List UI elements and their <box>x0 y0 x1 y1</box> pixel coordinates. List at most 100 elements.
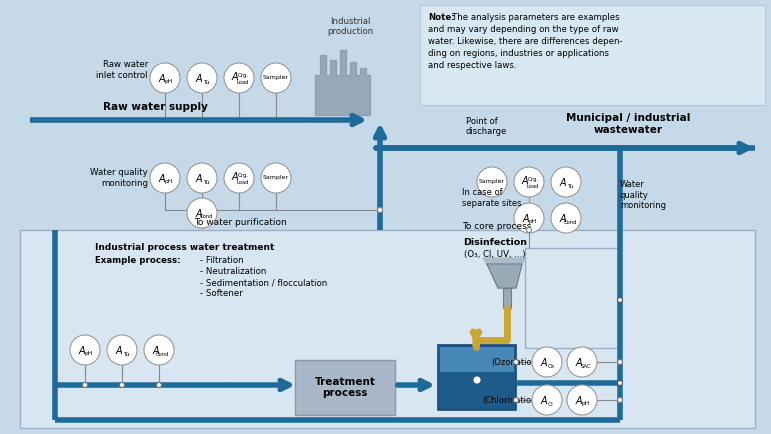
Text: Disinfection: Disinfection <box>463 238 527 247</box>
Text: A: A <box>196 209 202 219</box>
Text: Point of
discharge: Point of discharge <box>466 117 507 136</box>
Text: Raw water supply: Raw water supply <box>103 102 207 112</box>
Text: Cond: Cond <box>564 220 577 224</box>
Text: - Neutralization: - Neutralization <box>200 267 266 276</box>
Text: To core process: To core process <box>462 222 531 231</box>
FancyBboxPatch shape <box>525 248 620 348</box>
Circle shape <box>618 381 622 385</box>
Text: A: A <box>576 396 582 406</box>
Circle shape <box>527 227 531 233</box>
FancyBboxPatch shape <box>295 360 395 415</box>
Text: A: A <box>560 214 567 224</box>
Text: Industrial process water treatment: Industrial process water treatment <box>95 243 274 252</box>
Circle shape <box>70 335 100 365</box>
Text: pH: pH <box>85 352 93 356</box>
Circle shape <box>514 203 544 233</box>
Circle shape <box>567 347 597 377</box>
FancyBboxPatch shape <box>20 230 755 428</box>
Text: Tu: Tu <box>567 184 573 188</box>
Text: Cond: Cond <box>199 214 213 220</box>
Circle shape <box>261 63 291 93</box>
Text: Water
quality
monitoring: Water quality monitoring <box>620 180 666 210</box>
Circle shape <box>187 63 217 93</box>
Bar <box>440 347 514 372</box>
Text: pH: pH <box>582 401 590 407</box>
Text: Sampler: Sampler <box>479 180 505 184</box>
Text: Raw water
inlet control: Raw water inlet control <box>96 60 148 80</box>
Circle shape <box>120 382 124 388</box>
Circle shape <box>618 359 622 365</box>
Text: - Sedimentation / flocculation: - Sedimentation / flocculation <box>200 278 327 287</box>
Text: A: A <box>232 172 238 182</box>
Circle shape <box>513 359 519 365</box>
Polygon shape <box>487 264 522 288</box>
Text: Load: Load <box>237 79 249 85</box>
Text: A: A <box>540 358 547 368</box>
Text: Treatment
process: Treatment process <box>315 377 375 398</box>
Circle shape <box>82 382 87 388</box>
Circle shape <box>532 385 562 415</box>
Circle shape <box>261 163 291 193</box>
Text: Tu: Tu <box>203 180 209 184</box>
Text: Sampler: Sampler <box>263 175 289 181</box>
Text: and respective laws.: and respective laws. <box>428 61 517 70</box>
Text: (Ozonation): (Ozonation) <box>491 358 540 366</box>
Text: - Filtration: - Filtration <box>200 256 244 265</box>
Text: Water quality
monitoring: Water quality monitoring <box>90 168 148 187</box>
Text: SAC: SAC <box>581 364 591 368</box>
Circle shape <box>514 167 544 197</box>
Text: Example process:: Example process: <box>95 256 180 265</box>
Circle shape <box>551 203 581 233</box>
Text: A: A <box>560 178 567 188</box>
Text: pH: pH <box>165 79 173 85</box>
Circle shape <box>150 163 180 193</box>
Text: In case of
separate sites: In case of separate sites <box>462 188 521 208</box>
Circle shape <box>474 377 480 383</box>
Circle shape <box>144 335 174 365</box>
Text: A: A <box>232 72 238 82</box>
Circle shape <box>187 163 217 193</box>
Polygon shape <box>483 258 526 264</box>
Text: The analysis parameters are examples: The analysis parameters are examples <box>452 13 620 22</box>
Bar <box>438 345 516 410</box>
Text: A: A <box>523 214 530 224</box>
Text: Cond: Cond <box>157 352 170 356</box>
Circle shape <box>477 167 507 197</box>
Circle shape <box>551 167 581 197</box>
Circle shape <box>224 63 254 93</box>
Circle shape <box>532 347 562 377</box>
Text: Municipal / industrial
wastewater: Municipal / industrial wastewater <box>566 113 690 135</box>
Text: Org.: Org. <box>527 178 539 183</box>
Text: A: A <box>196 74 202 84</box>
Text: A: A <box>116 346 123 356</box>
Text: ding on regions, industries or applications: ding on regions, industries or applicati… <box>428 49 609 58</box>
Text: (Chlorination): (Chlorination) <box>482 395 540 404</box>
Text: (O₃, Cl, UV, ...): (O₃, Cl, UV, ...) <box>464 250 526 259</box>
Text: A: A <box>540 396 547 406</box>
Text: water. Likewise, there are differences depen-: water. Likewise, there are differences d… <box>428 37 623 46</box>
Text: Org.: Org. <box>237 174 248 178</box>
Text: To water purification: To water purification <box>194 218 286 227</box>
Text: A: A <box>159 74 165 84</box>
Text: A: A <box>196 174 202 184</box>
Text: Industrial
production: Industrial production <box>327 17 373 36</box>
Circle shape <box>150 63 180 93</box>
Text: Sampler: Sampler <box>263 76 289 80</box>
Text: Cl: Cl <box>548 401 554 407</box>
Circle shape <box>513 398 519 402</box>
Text: pH: pH <box>165 180 173 184</box>
Text: A: A <box>153 346 160 356</box>
Text: O₃: O₃ <box>547 364 554 368</box>
Text: A: A <box>159 174 165 184</box>
Text: Load: Load <box>237 180 249 184</box>
Text: Load: Load <box>527 184 539 188</box>
Text: Tu: Tu <box>203 79 209 85</box>
Text: Note:: Note: <box>428 13 455 22</box>
Circle shape <box>618 297 622 302</box>
Text: and may vary depending on the type of raw: and may vary depending on the type of ra… <box>428 25 618 34</box>
Text: A: A <box>79 346 86 356</box>
Circle shape <box>378 207 382 213</box>
Circle shape <box>567 385 597 415</box>
Circle shape <box>157 382 161 388</box>
Bar <box>503 288 511 308</box>
